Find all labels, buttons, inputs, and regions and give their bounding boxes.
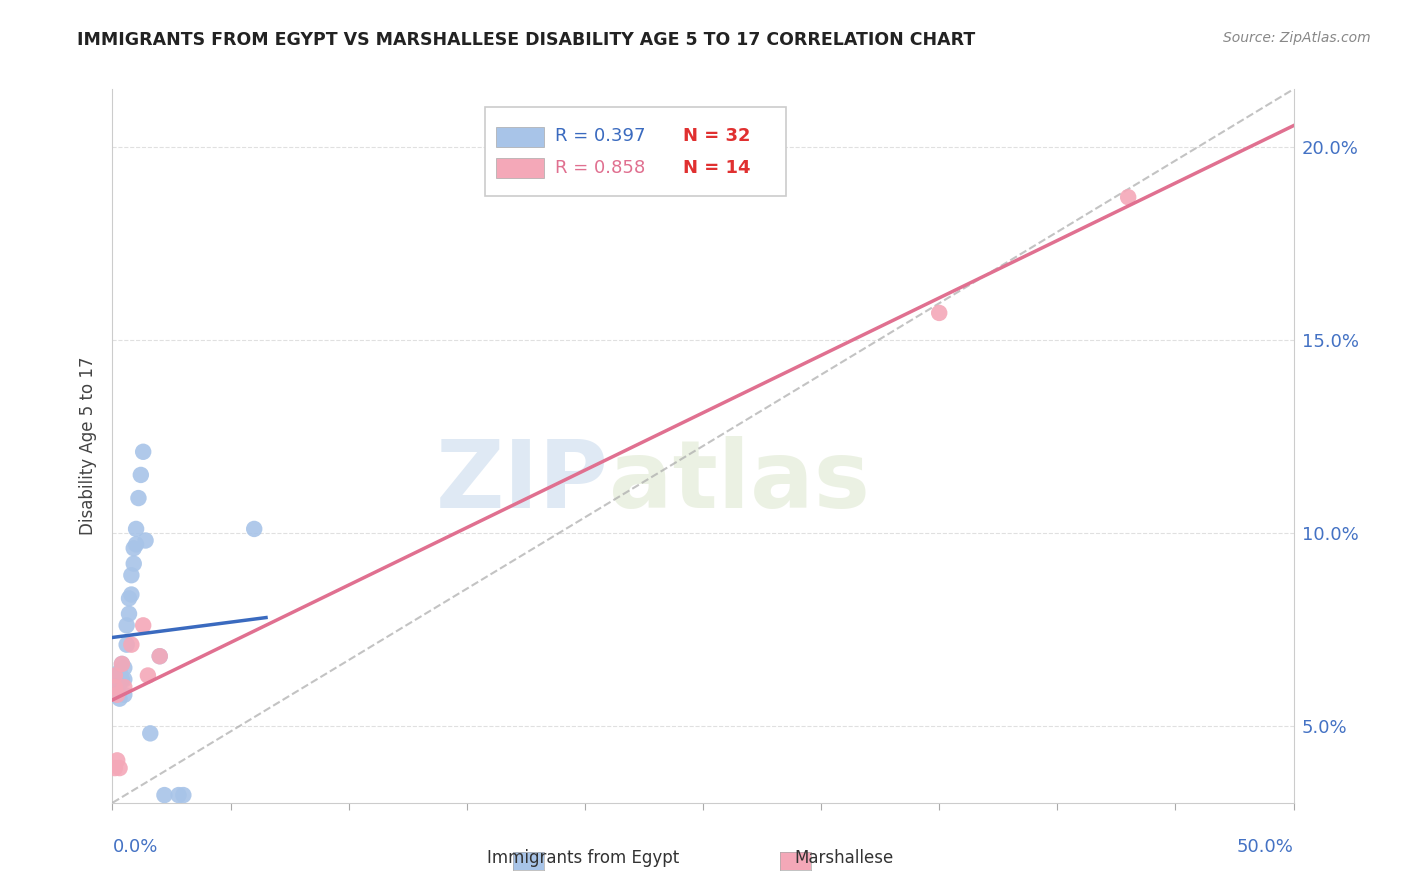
FancyBboxPatch shape — [496, 159, 544, 178]
Text: atlas: atlas — [609, 435, 869, 528]
Point — [122, 541, 145, 556]
Text: ZIP: ZIP — [436, 435, 609, 528]
Point — [125, 522, 148, 536]
Text: Marshallese: Marshallese — [794, 849, 893, 867]
Point — [120, 638, 142, 652]
Point — [120, 568, 142, 582]
FancyBboxPatch shape — [485, 107, 786, 196]
Point — [928, 306, 950, 320]
Point — [104, 761, 127, 775]
Text: N = 14: N = 14 — [683, 159, 751, 177]
Point — [105, 753, 128, 767]
Point — [122, 557, 145, 571]
Point — [112, 661, 135, 675]
Point — [172, 788, 194, 802]
Point — [120, 587, 142, 601]
Text: 0.0%: 0.0% — [112, 838, 157, 856]
Point — [1116, 190, 1139, 204]
Point — [104, 680, 127, 694]
Point — [112, 673, 135, 687]
Point — [149, 649, 172, 664]
Point — [132, 618, 155, 632]
Point — [105, 684, 128, 698]
Text: R = 0.397: R = 0.397 — [555, 128, 645, 145]
Point — [135, 533, 157, 548]
Point — [149, 649, 172, 664]
Point — [129, 467, 152, 482]
Point — [112, 680, 135, 694]
Point — [104, 680, 127, 694]
Point — [112, 688, 135, 702]
Point — [136, 668, 159, 682]
Point — [111, 673, 134, 687]
Point — [111, 657, 134, 671]
Text: Immigrants from Egypt: Immigrants from Egypt — [488, 849, 679, 867]
Point — [167, 788, 190, 802]
Point — [105, 688, 128, 702]
Point — [115, 638, 138, 652]
FancyBboxPatch shape — [496, 127, 544, 147]
Point — [104, 688, 127, 702]
Point — [125, 537, 148, 551]
Point — [108, 676, 131, 690]
Point — [153, 788, 176, 802]
Point — [111, 657, 134, 671]
Text: IMMIGRANTS FROM EGYPT VS MARSHALLESE DISABILITY AGE 5 TO 17 CORRELATION CHART: IMMIGRANTS FROM EGYPT VS MARSHALLESE DIS… — [77, 31, 976, 49]
Point — [243, 522, 266, 536]
Point — [139, 726, 162, 740]
Point — [108, 665, 131, 679]
Point — [132, 444, 155, 458]
Point — [104, 668, 127, 682]
Point — [118, 591, 141, 606]
Text: Source: ZipAtlas.com: Source: ZipAtlas.com — [1223, 31, 1371, 45]
Point — [105, 668, 128, 682]
Text: 50.0%: 50.0% — [1237, 838, 1294, 856]
Point — [118, 607, 141, 621]
Text: N = 32: N = 32 — [683, 128, 751, 145]
Point — [108, 761, 131, 775]
Point — [115, 618, 138, 632]
Point — [108, 691, 131, 706]
Text: R = 0.858: R = 0.858 — [555, 159, 645, 177]
Y-axis label: Disability Age 5 to 17: Disability Age 5 to 17 — [79, 357, 97, 535]
Point — [127, 491, 149, 505]
